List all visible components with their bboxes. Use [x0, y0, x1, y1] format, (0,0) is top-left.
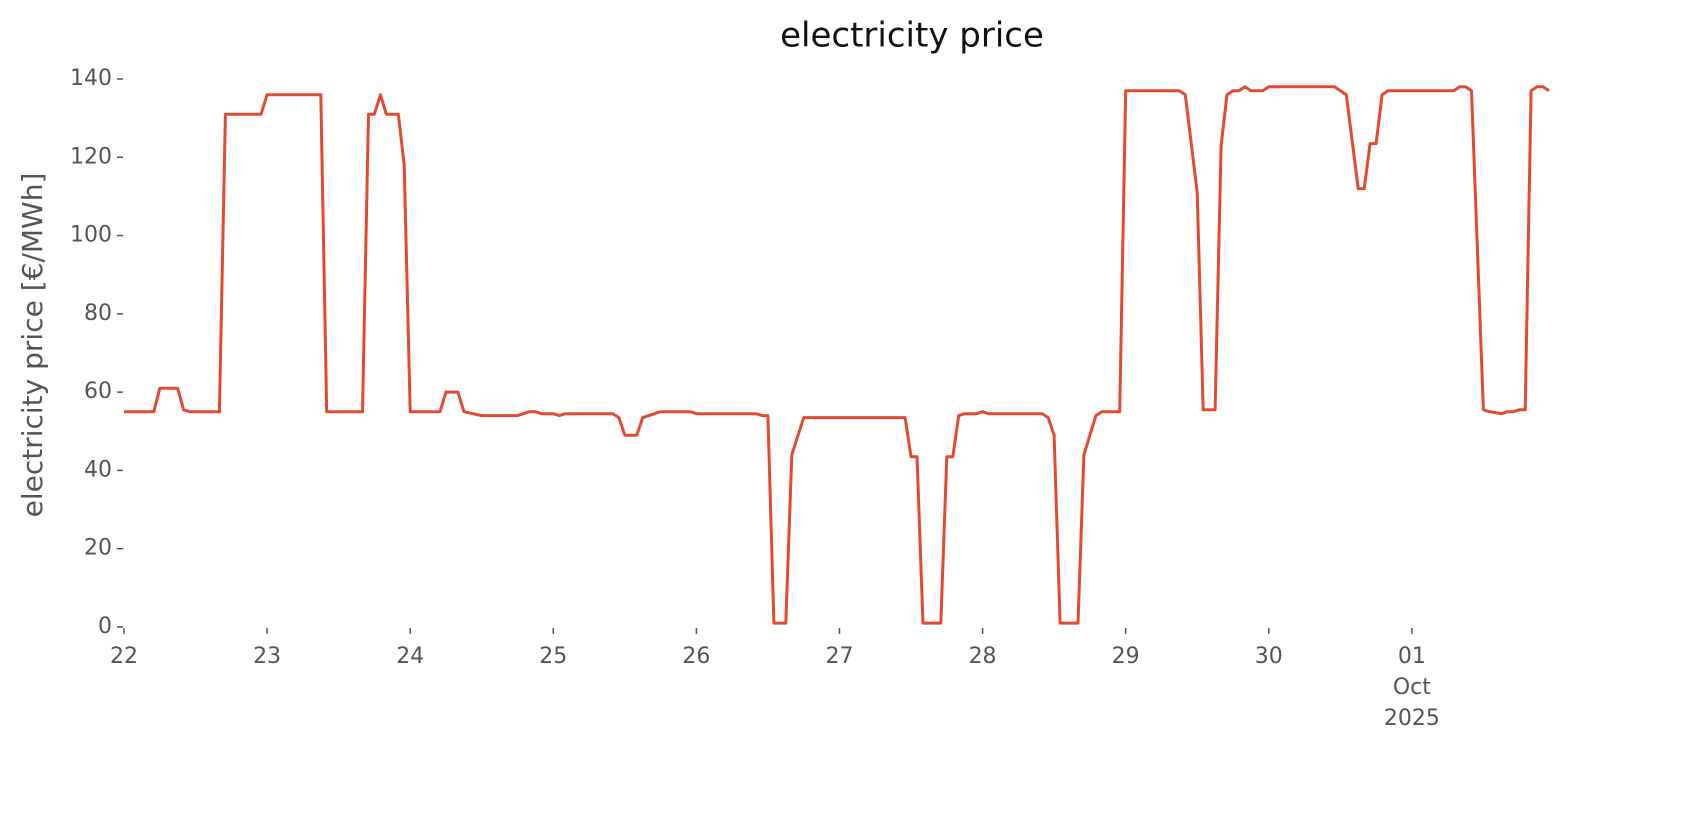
- y-axis-label: electricity price [€/MWh]: [16, 173, 49, 518]
- x-tick-label: 29: [1111, 644, 1140, 669]
- y-tick-label: 0: [98, 614, 112, 639]
- y-tick-label: 80: [84, 301, 112, 326]
- x-tick-label: 23: [253, 644, 282, 669]
- y-tick-label: 100: [70, 223, 112, 248]
- x-tick-label: 01 Oct 2025: [1383, 644, 1440, 731]
- x-tick-label: 24: [396, 644, 425, 669]
- x-tick-label: 26: [682, 644, 711, 669]
- x-tick-label: 27: [825, 644, 854, 669]
- x-tick-label: 30: [1254, 644, 1283, 669]
- y-tick-label: 20: [84, 536, 112, 561]
- y-tick-label: 60: [84, 379, 112, 404]
- price-line: [124, 85, 1550, 625]
- y-tick-label: 140: [70, 66, 112, 91]
- x-tick-label: 28: [968, 644, 997, 669]
- y-tick-label: 120: [70, 144, 112, 169]
- y-tick-label: 40: [84, 457, 112, 482]
- x-tick-label: 22: [110, 644, 138, 669]
- chart-title: electricity price: [780, 16, 1044, 56]
- x-tick-label: 25: [539, 644, 568, 669]
